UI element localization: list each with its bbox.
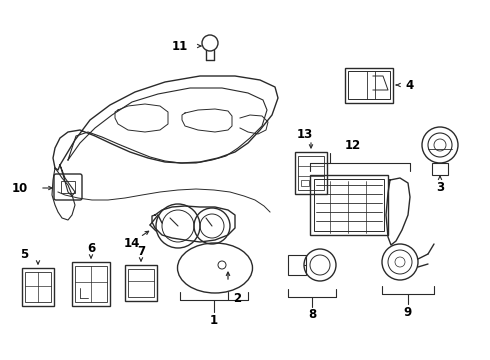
Text: 14: 14 bbox=[124, 237, 140, 249]
Text: 6: 6 bbox=[87, 242, 95, 255]
Text: 4: 4 bbox=[405, 78, 413, 91]
Text: 1: 1 bbox=[210, 314, 218, 327]
Text: 8: 8 bbox=[308, 309, 316, 321]
Text: 9: 9 bbox=[404, 306, 412, 319]
Text: 5: 5 bbox=[20, 248, 28, 261]
Text: 7: 7 bbox=[137, 244, 145, 257]
Text: 3: 3 bbox=[436, 180, 444, 194]
Text: 12: 12 bbox=[345, 139, 361, 152]
Text: 13: 13 bbox=[297, 127, 313, 140]
Text: 11: 11 bbox=[172, 40, 188, 53]
Text: 2: 2 bbox=[233, 292, 241, 305]
Text: 10: 10 bbox=[12, 181, 28, 194]
